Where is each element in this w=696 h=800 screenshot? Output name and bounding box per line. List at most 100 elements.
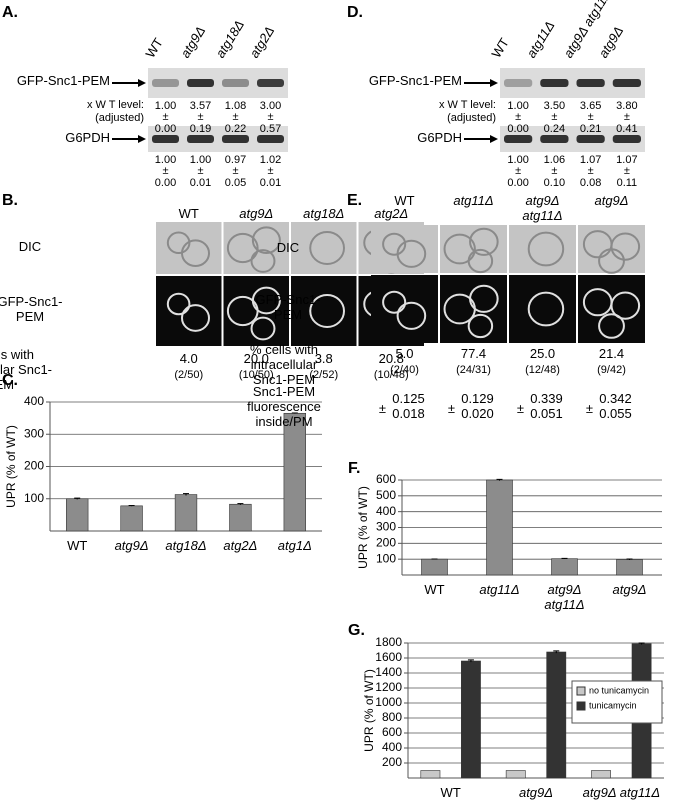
x-tick-label: atg9Δ bbox=[612, 582, 647, 597]
bar bbox=[591, 770, 611, 779]
micrograph bbox=[509, 275, 576, 343]
blot-error: 0.01 bbox=[259, 177, 282, 189]
row-label: GFP-Snc1-PEM bbox=[0, 294, 63, 324]
fluor-error: 0.051 bbox=[530, 406, 563, 421]
blot-label: G6PDH bbox=[65, 130, 110, 145]
blot-value: 1.07 bbox=[616, 154, 638, 166]
y-tick-label: 400 bbox=[382, 740, 402, 754]
blot-error: 0.05 bbox=[224, 177, 247, 189]
blot-value: 3.00 bbox=[259, 100, 282, 112]
micrograph bbox=[371, 275, 438, 343]
percent-value: 5.0 bbox=[395, 346, 414, 361]
cell bbox=[598, 313, 625, 339]
bar bbox=[120, 505, 143, 532]
blot-value: 1.08 bbox=[224, 100, 247, 112]
y-tick-label: 1800 bbox=[375, 635, 402, 649]
plus-minus: ± bbox=[623, 165, 630, 177]
column-label: atg11Δ bbox=[453, 193, 494, 208]
plus-minus: ± bbox=[623, 111, 630, 123]
column-label: atg9Δ atg11Δ bbox=[522, 193, 563, 223]
blot-band bbox=[187, 79, 214, 87]
y-axis-label: UPR (% of WT) bbox=[356, 486, 370, 569]
cell bbox=[226, 232, 259, 264]
plus-minus: ± bbox=[587, 111, 594, 123]
plus-minus: ± bbox=[232, 165, 239, 177]
cell bbox=[309, 293, 345, 329]
y-tick-label: 200 bbox=[376, 536, 396, 550]
fluor-error: 0.020 bbox=[461, 406, 494, 421]
y-tick-label: 100 bbox=[24, 491, 44, 505]
y-tick-label: 1400 bbox=[375, 665, 402, 679]
blot-error: 0.10 bbox=[543, 177, 566, 189]
y-tick-label: 300 bbox=[24, 426, 44, 440]
blot-error: 0.19 bbox=[189, 123, 212, 135]
percent-value: 20.0 bbox=[243, 351, 269, 366]
blot-value: 1.02 bbox=[259, 154, 282, 166]
blot-label: GFP-Snc1-PEM bbox=[16, 73, 110, 88]
cell bbox=[527, 231, 565, 267]
cell bbox=[181, 239, 210, 268]
blot-value: 1.00 bbox=[154, 100, 177, 112]
bar bbox=[486, 479, 513, 576]
count-value: (2/52) bbox=[309, 369, 339, 381]
blot-error: 0.21 bbox=[579, 123, 602, 135]
blot-error: 0.00 bbox=[507, 123, 529, 135]
count-value: (10/48) bbox=[373, 369, 409, 381]
y-tick-label: 600 bbox=[382, 725, 402, 739]
blot-band bbox=[257, 135, 284, 143]
count-value: (2/40) bbox=[390, 364, 419, 376]
cell bbox=[396, 239, 427, 268]
panel-letter: A. bbox=[2, 4, 18, 21]
bar bbox=[616, 559, 643, 576]
blot-band bbox=[257, 79, 284, 87]
level-label: x W T level: (adjusted) bbox=[86, 99, 144, 124]
panel-letter: C. bbox=[2, 372, 18, 389]
micrograph bbox=[156, 276, 222, 346]
percent-value: 4.0 bbox=[179, 351, 198, 366]
plus-minus: ± bbox=[378, 401, 387, 416]
y-tick-label: 300 bbox=[376, 520, 396, 534]
x-tick-label: atg9Δ atg11Δ bbox=[544, 582, 585, 612]
blot-value: 0.97 bbox=[224, 154, 247, 166]
blot-error: 0.57 bbox=[259, 123, 282, 135]
cell bbox=[251, 286, 281, 315]
x-tick-label: atg11Δ bbox=[479, 582, 520, 597]
bar bbox=[174, 494, 198, 532]
count-value: (9/42) bbox=[597, 364, 626, 376]
cell bbox=[469, 227, 499, 256]
blot-band bbox=[504, 79, 533, 87]
arrow-head bbox=[490, 79, 498, 87]
plus-minus: ± bbox=[516, 401, 525, 416]
cell bbox=[467, 248, 494, 274]
plus-minus: ± bbox=[232, 111, 239, 123]
blot-error: 0.00 bbox=[154, 177, 177, 189]
percent-value: 3.8 bbox=[314, 351, 333, 366]
cell bbox=[443, 233, 476, 265]
arrow-head bbox=[490, 135, 498, 143]
blot-error: 0.00 bbox=[507, 177, 529, 189]
y-axis-label: UPR (% of WT) bbox=[362, 669, 376, 752]
blot-band bbox=[576, 135, 605, 143]
micrograph bbox=[223, 276, 289, 346]
cell bbox=[250, 249, 276, 273]
plus-minus: ± bbox=[197, 165, 204, 177]
x-tick-label: WT bbox=[440, 785, 461, 800]
fluor-label: Snc1-PEM fluorescence inside/PM bbox=[247, 384, 321, 429]
measure-label: % cells with intracellular Snc1-PEM bbox=[0, 347, 53, 392]
panel-letter: D. bbox=[347, 4, 363, 21]
x-tick-label: atg1Δ bbox=[277, 538, 312, 553]
blot-band bbox=[152, 79, 179, 87]
x-tick-label: atg9Δ atg11Δ bbox=[582, 785, 661, 800]
cell bbox=[181, 304, 210, 332]
blot-band bbox=[540, 79, 569, 87]
y-axis-label: UPR (% of WT) bbox=[4, 425, 18, 508]
y-tick-label: 1600 bbox=[375, 650, 402, 664]
bar bbox=[420, 770, 441, 779]
plus-minus: ± bbox=[515, 165, 522, 177]
count-value: (12/48) bbox=[525, 364, 560, 376]
blot-error: 0.08 bbox=[579, 177, 602, 189]
blot-value: 1.00 bbox=[154, 154, 177, 166]
plus-minus: ± bbox=[551, 111, 558, 123]
blot-label: G6PDH bbox=[417, 130, 462, 145]
panel-letter: B. bbox=[2, 192, 18, 209]
